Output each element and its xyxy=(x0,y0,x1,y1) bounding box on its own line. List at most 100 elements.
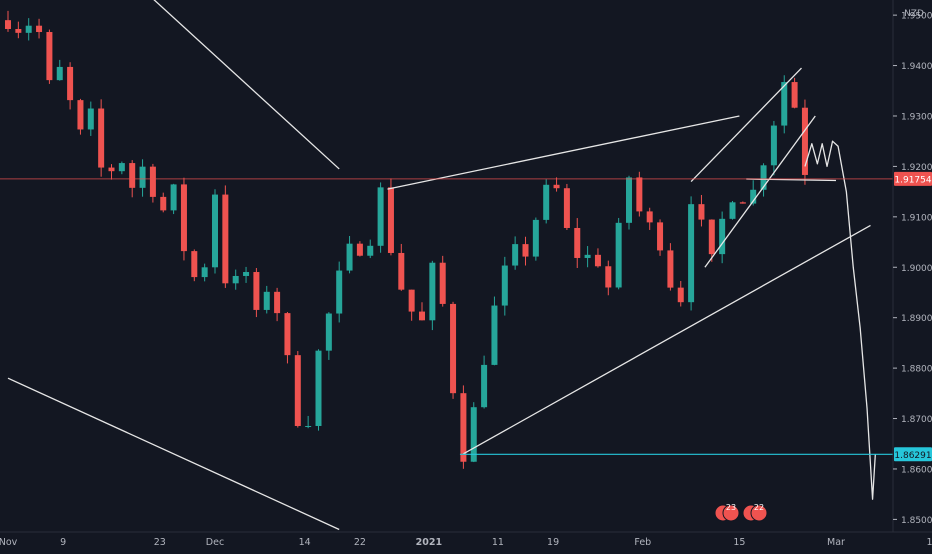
candle-body xyxy=(770,125,777,166)
upper-descending-line[interactable] xyxy=(105,0,340,170)
badge-label-1: 23 xyxy=(726,503,736,512)
candle-body xyxy=(98,108,105,168)
last-price-badge-label: 1.91754 xyxy=(894,175,931,185)
last-price-badge xyxy=(894,171,932,186)
badge-circle-4[interactable] xyxy=(750,504,768,522)
candle-body xyxy=(15,28,22,33)
target-level-badge-label: 1.86291 xyxy=(894,451,931,461)
candle-body xyxy=(87,108,94,130)
candle-body xyxy=(387,187,394,253)
rising-wedge-upper-line[interactable] xyxy=(387,115,740,190)
candle-body xyxy=(781,82,788,126)
candle-body xyxy=(305,425,312,427)
scale-badges[interactable]: 23 22 xyxy=(714,503,768,522)
candle-body xyxy=(284,313,291,356)
badge-label-2: 22 xyxy=(754,503,764,512)
candle-body xyxy=(170,184,177,211)
candle-body xyxy=(212,194,218,268)
x-tick-label: 19 xyxy=(547,537,559,548)
candle-body xyxy=(563,188,570,228)
candle-body xyxy=(801,107,808,175)
y-tick-label: 1.89000 xyxy=(901,314,932,324)
candle-body xyxy=(615,222,622,288)
candle-body xyxy=(594,254,601,267)
candle-body xyxy=(336,270,343,314)
candle-body xyxy=(46,32,53,81)
y-tick-label: 1.94000 xyxy=(901,62,932,72)
candle-body xyxy=(501,265,508,306)
drawing-layer xyxy=(7,0,876,531)
candle-body xyxy=(688,204,695,303)
candle-body xyxy=(439,262,446,304)
badge-1[interactable]: 23 xyxy=(714,503,740,522)
candle-body xyxy=(408,289,415,312)
candle-body xyxy=(708,219,715,255)
x-tick-label: 14 xyxy=(299,537,311,548)
candle-body xyxy=(791,82,798,108)
candle-body xyxy=(470,407,477,462)
candle-body xyxy=(346,243,353,271)
x-tick-label: 11 xyxy=(492,537,504,548)
candle-body xyxy=(25,25,32,33)
x-tick-label: 15 xyxy=(927,537,932,548)
candle-body xyxy=(294,355,301,426)
y-tick-label: 1.85000 xyxy=(901,516,932,526)
candle-body xyxy=(739,202,746,204)
candle-body xyxy=(160,196,167,211)
y-tick-label: 1.86000 xyxy=(901,465,932,475)
x-tick-label: 23 xyxy=(154,537,166,548)
candle-body xyxy=(253,272,260,310)
candle-body xyxy=(222,194,229,284)
candle-body xyxy=(512,244,519,266)
candle-body xyxy=(356,243,363,256)
y-tick-label: 1.88000 xyxy=(901,365,932,375)
candles-layer xyxy=(5,10,808,469)
candle-body xyxy=(574,227,581,258)
long-ascending-support-line[interactable] xyxy=(463,224,871,455)
candle-body xyxy=(139,166,146,188)
candle-body xyxy=(719,218,726,255)
x-tick-label: Dec xyxy=(206,537,224,548)
y-tick-label: 1.90000 xyxy=(901,264,932,274)
candle-body xyxy=(367,245,374,256)
lower-descending-line[interactable] xyxy=(7,377,340,531)
candle-body xyxy=(729,202,736,219)
levels-layer xyxy=(0,178,893,455)
candle-body xyxy=(677,287,684,303)
y-tick-label: 1.92000 xyxy=(901,163,932,173)
badge-circle-2[interactable] xyxy=(722,504,740,522)
candle-body xyxy=(118,163,125,172)
candle-body xyxy=(760,165,767,190)
candle-body xyxy=(460,393,467,462)
candle-body xyxy=(605,266,612,288)
candle-body xyxy=(5,20,11,29)
x-tick-label: Mar xyxy=(827,537,845,548)
candle-body xyxy=(553,184,560,189)
candle-body xyxy=(532,219,539,257)
channel-lower-line[interactable] xyxy=(704,115,816,268)
x-tick-label: 9 xyxy=(60,537,66,548)
badge-2[interactable]: 22 xyxy=(742,503,768,522)
candle-body xyxy=(263,291,270,310)
x-tick-label: 22 xyxy=(354,537,366,548)
y-tick-label: 1.91000 xyxy=(901,213,932,223)
projection-path[interactable] xyxy=(804,140,876,500)
candle-body xyxy=(149,166,156,197)
candle-body xyxy=(491,305,498,365)
candle-body xyxy=(522,244,529,257)
candle-body xyxy=(398,252,405,290)
y-tick-label: 1.93000 xyxy=(901,112,932,122)
candle-body xyxy=(274,291,281,314)
candle-body xyxy=(657,222,664,251)
candle-body xyxy=(667,250,674,288)
x-tick-label: 15 xyxy=(733,537,745,548)
candle-body xyxy=(108,167,115,172)
candle-body xyxy=(750,189,757,204)
candle-body xyxy=(543,184,550,220)
x-tick-label: 2021 xyxy=(416,537,442,548)
channel-upper-line[interactable] xyxy=(690,67,802,182)
currency-label: NZD xyxy=(904,9,924,19)
